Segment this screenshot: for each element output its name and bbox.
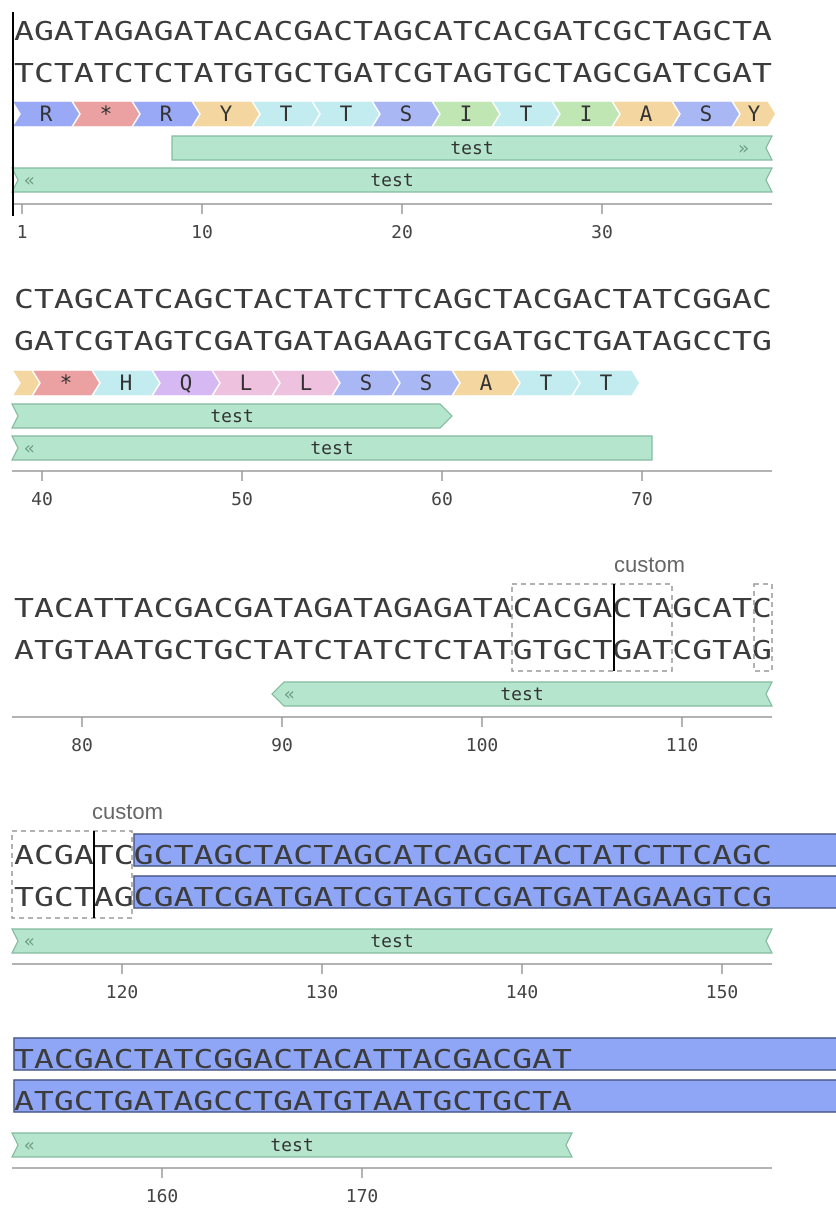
tick-label: 140 <box>506 982 539 1003</box>
tick-label: 30 <box>591 222 613 243</box>
highlight-region[interactable] <box>133 833 836 867</box>
feature-label: test <box>270 1135 313 1156</box>
amino-acid-label: Y <box>748 102 761 126</box>
amino-acid-label: R <box>160 102 173 126</box>
feature-test[interactable] <box>11 167 773 193</box>
amino-acid-label: A <box>480 371 493 395</box>
tick-label: 60 <box>431 489 453 510</box>
custom-selection-box[interactable] <box>511 583 673 672</box>
forward-strand[interactable]: ACGATCGCTAGCTACTAGCATCAGCTACTATCTTCAGC <box>14 841 772 871</box>
feature-label: test <box>370 170 413 191</box>
custom-label[interactable]: custom <box>92 799 163 824</box>
amino-acid-label: Q <box>180 371 193 395</box>
amino-acid-label: * <box>100 102 113 126</box>
forward-strand[interactable]: CTAGCATCAGCTACTATCTTCAGCTACGACTATCGGAC <box>14 285 772 315</box>
forward-strand[interactable]: AGATAGAGATACACGACTAGCATCACGATCGCTAGCTA <box>14 17 772 47</box>
tick-label: 110 <box>666 735 699 756</box>
reverse-strand[interactable]: ATGCTGATAGCCTGATGTAATGCTGCTA <box>14 1087 572 1117</box>
feature-test[interactable] <box>11 928 773 954</box>
tick-label: 120 <box>106 982 139 1003</box>
tick-label: 10 <box>191 222 213 243</box>
sequence-row-3: TACATTACGACGATAGATAGAGATACACGACTAGCATC AT… <box>12 552 773 756</box>
direction-chevron-icon: « <box>24 1135 35 1156</box>
amino-acid-label: T <box>340 102 353 126</box>
reverse-strand[interactable]: ATGTAATGCTGCTATCTATCTCTATGTGCTGATCGTAG <box>14 636 772 666</box>
amino-acid-label: I <box>460 102 473 126</box>
sequence-row-4: ACGATCGCTAGCTACTAGCATCAGCTACTATCTTCAGC TG… <box>11 799 836 1003</box>
sequence-row-5: TACGACTATCGGACTACATTACGACGAT ATGCTGATAGCC… <box>11 1037 836 1207</box>
sequence-row-2: CTAGCATCAGCTACTATCTTCAGCTACGACTATCGGAC GA… <box>10 285 772 510</box>
amino-acid-label: * <box>60 371 73 395</box>
amino-acid-label: T <box>540 371 553 395</box>
feature-label: test <box>500 684 543 705</box>
amino-acid-label: Y <box>220 102 233 126</box>
highlight-region[interactable] <box>13 1079 836 1113</box>
highlight-region[interactable] <box>133 875 836 909</box>
custom-selection-box[interactable] <box>753 583 773 672</box>
amino-acid-T[interactable] <box>570 369 641 397</box>
tick-label: 50 <box>231 489 253 510</box>
feature-test[interactable] <box>11 403 453 429</box>
amino-acid-label: S <box>360 371 373 395</box>
amino-acid-label: L <box>300 371 313 395</box>
amino-acid-label: T <box>280 102 293 126</box>
tick-label: 40 <box>31 489 53 510</box>
sequence-row-1: AGATAGAGATACACGACTAGCATCACGATCGCTAGCTA TC… <box>10 12 777 243</box>
tick-label: 20 <box>391 222 413 243</box>
feature-label: test <box>310 438 353 459</box>
custom-selection-box[interactable] <box>11 830 133 919</box>
tick-label: 70 <box>631 489 653 510</box>
amino-acid-label: R <box>40 102 53 126</box>
feature-label: test <box>450 138 493 159</box>
tick-label: 170 <box>346 1186 379 1207</box>
forward-strand[interactable]: TACGACTATCGGACTACATTACGACGAT <box>14 1045 572 1075</box>
feature-test[interactable] <box>171 135 773 161</box>
amino-acid-label: A <box>640 102 653 126</box>
forward-strand[interactable]: TACATTACGACGATAGATAGAGATACACGACTAGCATC <box>14 594 772 624</box>
amino-acid-label: S <box>700 102 713 126</box>
direction-chevron-icon: « <box>284 684 295 705</box>
direction-chevron-icon: « <box>24 931 35 952</box>
reverse-strand[interactable]: TGCTAGCGATCGATGATCGTAGTCGATGATAGAAGTCG <box>14 883 772 913</box>
feature-test[interactable] <box>11 435 653 461</box>
tick-label: 100 <box>466 735 499 756</box>
tick-label: 1 <box>17 222 28 243</box>
amino-acid-label: I <box>580 102 593 126</box>
reverse-strand[interactable]: TCTATCTCTATGTGCTGATCGTAGTGCTAGCGATCGAT <box>14 59 772 89</box>
direction-chevron-icon: » <box>738 138 749 159</box>
amino-acid-label: S <box>420 371 433 395</box>
amino-acid-label: T <box>520 102 533 126</box>
direction-chevron-icon: « <box>24 438 35 459</box>
tick-label: 80 <box>71 735 93 756</box>
feature-test[interactable] <box>271 681 773 707</box>
tick-label: 160 <box>146 1186 179 1207</box>
feature-label: test <box>370 931 413 952</box>
tick-label: 90 <box>271 735 293 756</box>
amino-acid-label: L <box>240 371 253 395</box>
tick-label: 150 <box>706 982 739 1003</box>
custom-label[interactable]: custom <box>614 552 685 577</box>
highlight-region[interactable] <box>13 1037 836 1071</box>
amino-acid-Y[interactable] <box>730 100 777 128</box>
tick-label: 130 <box>306 982 339 1003</box>
feature-test[interactable] <box>11 1132 573 1158</box>
amino-acid-label: T <box>600 371 613 395</box>
amino-acid-label: H <box>120 371 133 395</box>
reverse-strand[interactable]: GATCGTAGTCGATGATAGAAGTCGATGCTGATAGCCTG <box>14 327 772 357</box>
amino-acid-label: S <box>400 102 413 126</box>
direction-chevron-icon: « <box>24 170 35 191</box>
feature-label: test <box>210 406 253 427</box>
